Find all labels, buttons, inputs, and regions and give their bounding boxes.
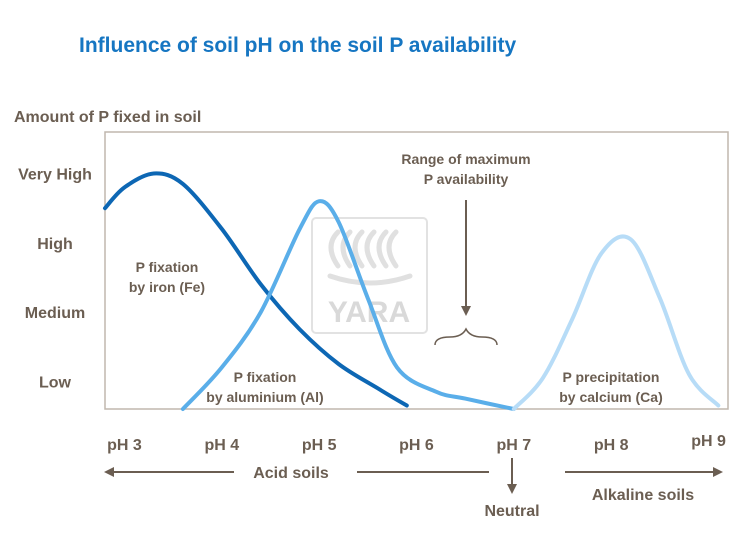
x-tick-ph-3: pH 3 [107, 437, 142, 454]
alkaline-soils-indicator: Alkaline soils [565, 467, 723, 504]
neutral-indicator: Neutral [484, 458, 540, 520]
y-tick-very-high: Very High [18, 167, 92, 184]
y-tick-high: High [37, 236, 73, 253]
max-availability-line-1: Range of maximum [401, 151, 530, 167]
alkaline-soils-label: Alkaline soils [592, 487, 694, 504]
acid-arrow-head [104, 467, 114, 477]
series-line-iron-fe [103, 171, 409, 408]
x-tick-ph-8: pH 8 [594, 437, 629, 454]
alkaline-arrow-head [713, 467, 723, 477]
series-line-aluminium-al [180, 199, 516, 411]
series-label-aluminium-al-line-1: P fixation [234, 369, 297, 385]
watermark-emblem [327, 229, 413, 286]
series-line-calcium-ca [511, 234, 721, 411]
series-label-iron-fe-line-2: by iron (Fe) [129, 279, 205, 295]
series-lines [103, 171, 721, 411]
x-tick-ph-7: pH 7 [497, 437, 532, 454]
neutral-label: Neutral [484, 503, 539, 520]
series-label-iron-fe-line-1: P fixation [136, 259, 199, 275]
max-availability-line-2: P availability [424, 171, 509, 187]
plot-area [104, 131, 729, 410]
neutral-arrow-head [507, 484, 517, 494]
acid-soils-label: Acid soils [253, 465, 329, 482]
max-availability-arrow-head [461, 306, 471, 316]
y-tick-labels: Low Medium High Very High [18, 167, 92, 392]
series-label-calcium-ca-line-2: by calcium (Ca) [559, 389, 662, 405]
x-tick-labels: pH 3 pH 4 pH 5 pH 6 pH 7 pH 8 pH 9 [107, 433, 726, 454]
y-tick-medium: Medium [25, 305, 85, 322]
x-tick-ph-9: pH 9 [691, 433, 726, 450]
watermark-frame [311, 217, 428, 334]
y-axis-label: Amount of P fixed in soil [14, 109, 201, 126]
series-label-calcium-ca-line-1: P precipitation [563, 369, 660, 385]
series-labels: P fixation by iron (Fe) P fixation by alumi… [129, 259, 663, 405]
x-tick-ph-4: pH 4 [204, 437, 239, 454]
chart-title: Influence of soil pH on the soil P avail… [79, 34, 517, 57]
max-availability-brace [434, 327, 498, 346]
max-availability-annotation: Range of maximum P availability [401, 151, 531, 346]
x-tick-ph-6: pH 6 [399, 437, 434, 454]
y-tick-low: Low [39, 374, 72, 391]
series-label-aluminium-al-line-2: by aluminium (Al) [206, 389, 323, 405]
watermark: YARA [311, 217, 428, 334]
acid-soils-indicator: Acid soils [104, 465, 489, 482]
x-tick-ph-5: pH 5 [302, 437, 337, 454]
